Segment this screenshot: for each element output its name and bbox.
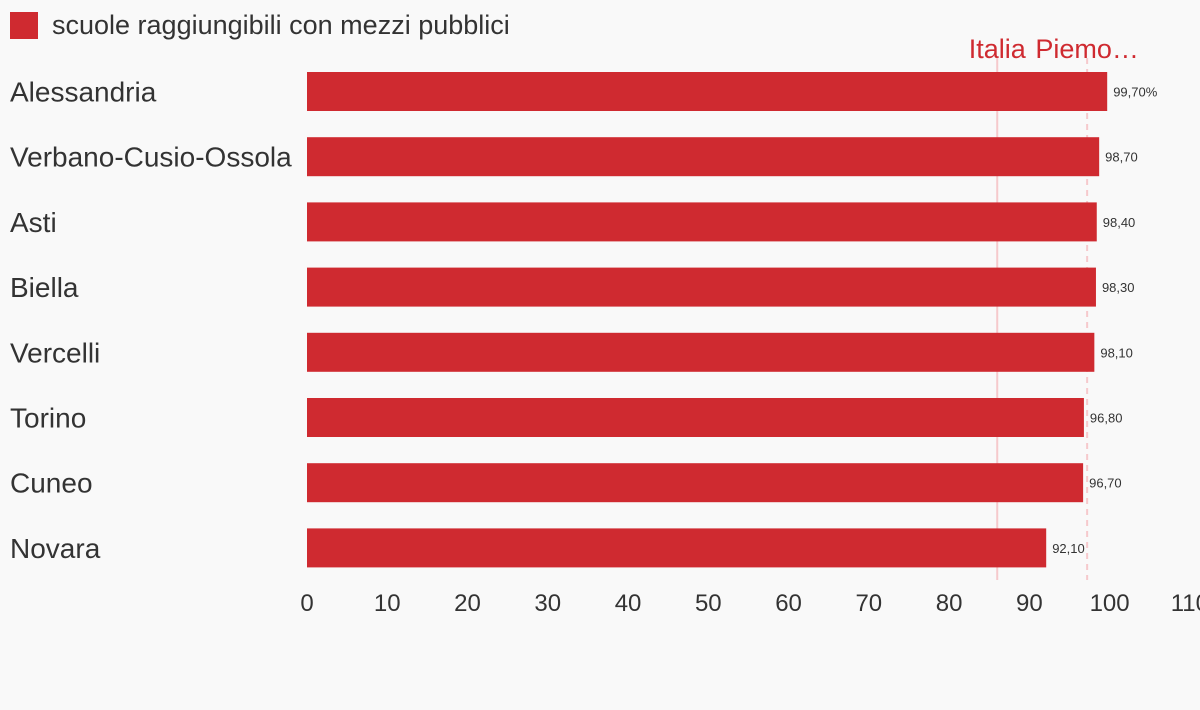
bar-5 (307, 398, 1084, 437)
bar-3 (307, 267, 1096, 307)
bar-2 (307, 202, 1097, 242)
category-label-6: Cuneo (10, 468, 93, 499)
value-label-6: 96,70 (1089, 476, 1122, 491)
x-tick-label-8: 80 (936, 590, 963, 617)
reference-label-1: Piemo… (1035, 34, 1139, 64)
value-label-4: 98,10 (1100, 345, 1133, 360)
bar-0 (307, 72, 1108, 111)
category-label-3: Biella (10, 272, 79, 303)
category-label-5: Torino (10, 403, 86, 434)
x-tick-label-11: 110 (1171, 590, 1200, 617)
value-label-1: 98,70 (1105, 150, 1138, 165)
x-tick-label-5: 50 (695, 590, 722, 617)
x-tick-label-6: 60 (775, 590, 802, 617)
x-tick-label-1: 10 (374, 590, 401, 617)
value-labels: 99,70% 98,70 98,40 98,30 98,10 96,80 96,70 92,1… (1052, 85, 1158, 556)
bar-6 (307, 463, 1084, 503)
category-label-1: Verbano-Cusio-Ossola (10, 142, 292, 173)
category-label-2: Asti (10, 207, 57, 238)
x-tick-label-10: 100 (1090, 590, 1130, 617)
value-label-0: 99,70% (1113, 85, 1158, 100)
reference-labels: Italia Piemo… (969, 34, 1139, 64)
value-label-7: 92,10 (1052, 541, 1085, 556)
reference-label-0: Italia (969, 34, 1027, 64)
x-tick-label-7: 70 (855, 590, 882, 617)
x-tick-label-0: 0 (300, 590, 313, 617)
category-label-7: Novara (10, 533, 101, 564)
bar-4 (307, 332, 1095, 372)
x-tick-label-2: 20 (454, 590, 481, 617)
category-label-4: Vercelli (10, 337, 100, 368)
value-label-2: 98,40 (1103, 215, 1136, 230)
bar-1 (307, 137, 1100, 177)
value-label-5: 96,80 (1090, 411, 1123, 426)
x-tick-label-4: 40 (615, 590, 642, 617)
chart-legend: scuole raggiungibili con mezzi pubblici (10, 10, 510, 40)
value-label-3: 98,30 (1102, 280, 1135, 295)
legend-swatch (10, 11, 38, 39)
x-tick-label-9: 90 (1016, 590, 1043, 617)
category-label-0: Alessandria (10, 77, 157, 108)
bar-7 (307, 528, 1047, 568)
x-axis-ticks: 0 10 20 30 40 50 60 70 80 90 100 110 (300, 590, 1200, 617)
bars (307, 72, 1108, 568)
legend-label: scuole raggiungibili con mezzi pubblici (52, 9, 510, 40)
x-tick-label-3: 30 (534, 590, 561, 617)
category-labels: Alessandria Verbano-Cusio-Ossola Asti Biell… (10, 77, 292, 564)
